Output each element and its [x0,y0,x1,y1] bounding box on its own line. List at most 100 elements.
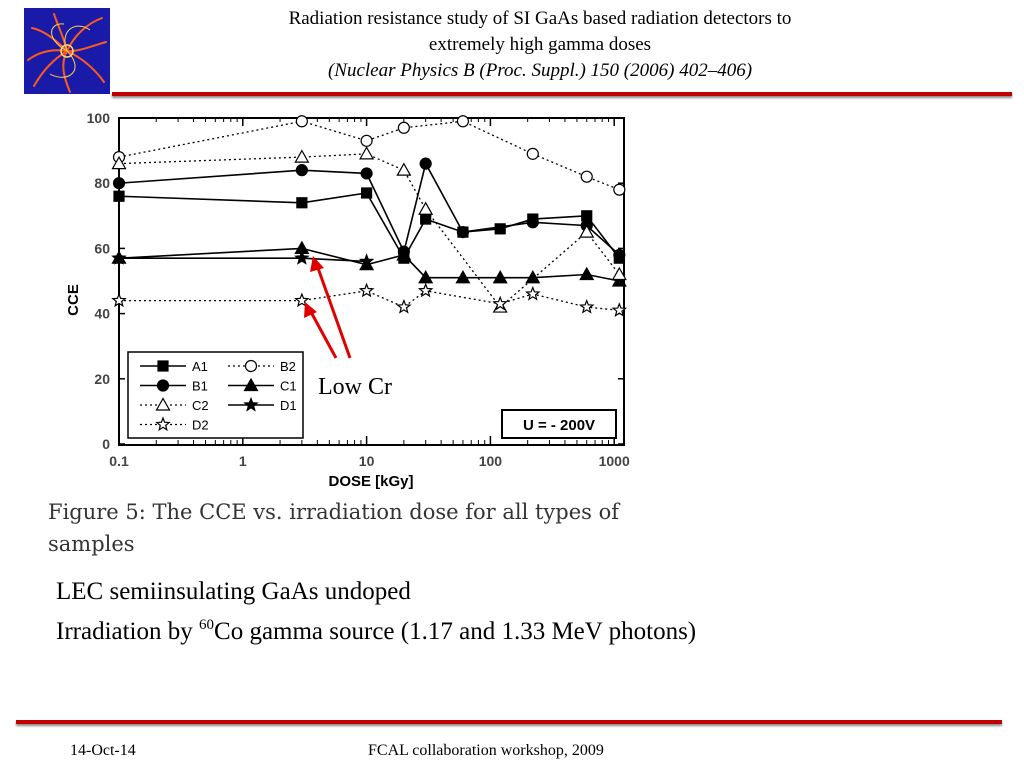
legend-swatch-marker [244,359,258,373]
point-b1 [295,164,308,177]
x-tick-label: 10 [359,453,375,469]
legend-label: D1 [280,398,297,413]
x-tick-label: 100 [479,453,503,469]
title-line-2: extremely high gamma doses [428,34,652,55]
x-tick-label: 1 [239,453,247,469]
point-d2 [611,302,628,317]
point-b1 [456,226,470,239]
point-d1 [358,253,375,269]
legend-swatch-marker [157,360,169,372]
point-c1 [525,270,541,284]
point-a1 [360,187,373,199]
series-d2 [111,282,628,317]
low-cr-arrowhead-1 [310,256,324,272]
point-d2 [294,292,310,308]
series-a1 [113,187,625,264]
series-d1 [111,250,375,269]
slide-title: Radiation resistance study of SI GaAs ba… [140,6,940,84]
irradiation-post: Co gamma source (1.17 and 1.33 MeV photo… [214,618,697,645]
legend-label: B1 [192,379,208,394]
point-c2 [418,201,434,215]
point-c2 [294,149,310,163]
series-b1 [112,157,626,262]
point-b1 [112,177,126,190]
legend-item-a1: A1 [140,359,208,374]
series-line-c2 [118,153,620,309]
legend-swatch-marker [155,416,171,432]
point-c1 [579,266,595,281]
point-d1 [111,250,127,265]
point-b1 [419,157,432,170]
point-d2 [525,285,541,301]
voltage-label: U = - 200V [523,417,595,434]
legend-swatch-marker [156,379,170,392]
title-line-1: Radiation resistance study of SI GaAs ba… [288,8,792,29]
point-d2 [358,282,375,298]
point-a1 [581,210,593,222]
point-c1 [396,247,412,261]
point-a1 [494,223,506,235]
collision-event-icon [27,13,107,93]
x-tick-label: 0.1 [109,453,129,469]
point-b2 [360,134,373,147]
irradiation-line: Irradiation by 60Co gamma source (1.17 a… [56,612,696,652]
footer-divider [16,720,1002,724]
series-line-c1 [118,247,620,282]
legend-item-d2: D2 [140,416,209,433]
cern-logo [24,8,110,94]
point-b2 [526,147,539,160]
low-cr-annotation: Low Cr [304,256,392,400]
y-tick-label: 0 [102,436,110,452]
point-b2 [580,170,593,183]
material-line: LEC semiinsulating GaAs undoped [56,578,411,605]
legend-label: C2 [192,398,209,413]
plot-frame [118,117,625,446]
header-divider [112,92,1012,96]
legend-label: C1 [280,379,297,394]
irradiation-pre: Irradiation by [56,618,200,645]
point-c1 [455,270,471,284]
y-axis-label: CCE [65,284,82,316]
y-tick-label: 80 [94,175,110,191]
point-c1 [418,270,434,284]
point-d1 [294,250,310,265]
point-b2 [397,121,410,134]
legend-item-c2: C2 [140,397,209,413]
point-d2 [396,298,412,314]
point-c1 [492,270,508,284]
figure-caption: Figure 5: The CCE vs. irradiation dose f… [48,500,620,556]
legend-label: A1 [192,359,208,374]
low-cr-arrow-2 [309,311,338,359]
point-d2 [492,295,508,311]
y-tick-label: 60 [94,240,110,256]
x-axis-label: DOSE [kGy] [328,473,413,490]
footer-date: 14-Oct-14 [70,742,136,759]
legend-item-d1: D1 [228,396,297,413]
point-d2 [417,282,434,298]
point-c2 [359,146,375,160]
footer-event: FCAL collaboration workshop, 2009 [368,742,604,759]
point-c2 [611,266,627,281]
point-a1 [113,190,125,202]
legend-item-b1: B1 [140,379,208,394]
x-tick-label: 1000 [599,453,630,469]
series-line-d1 [119,257,367,263]
legend-box [127,351,304,439]
point-b2 [456,115,470,128]
point-c2 [111,155,127,170]
point-b2 [295,115,308,128]
low-cr-arrow-1 [316,267,352,359]
point-a1 [296,197,308,209]
point-b1 [526,216,539,229]
isotope-mass-number: 60 [199,617,215,633]
point-c1 [611,273,627,287]
low-cr-label: Low Cr [318,374,392,400]
point-a1 [420,213,432,225]
legend-swatch-marker [243,377,259,392]
legend-swatch-marker [243,396,259,412]
legend-label: D2 [192,418,209,433]
point-d2 [111,292,127,308]
voltage-annotation-box: U = - 200V [501,409,617,439]
point-b1 [360,167,373,180]
